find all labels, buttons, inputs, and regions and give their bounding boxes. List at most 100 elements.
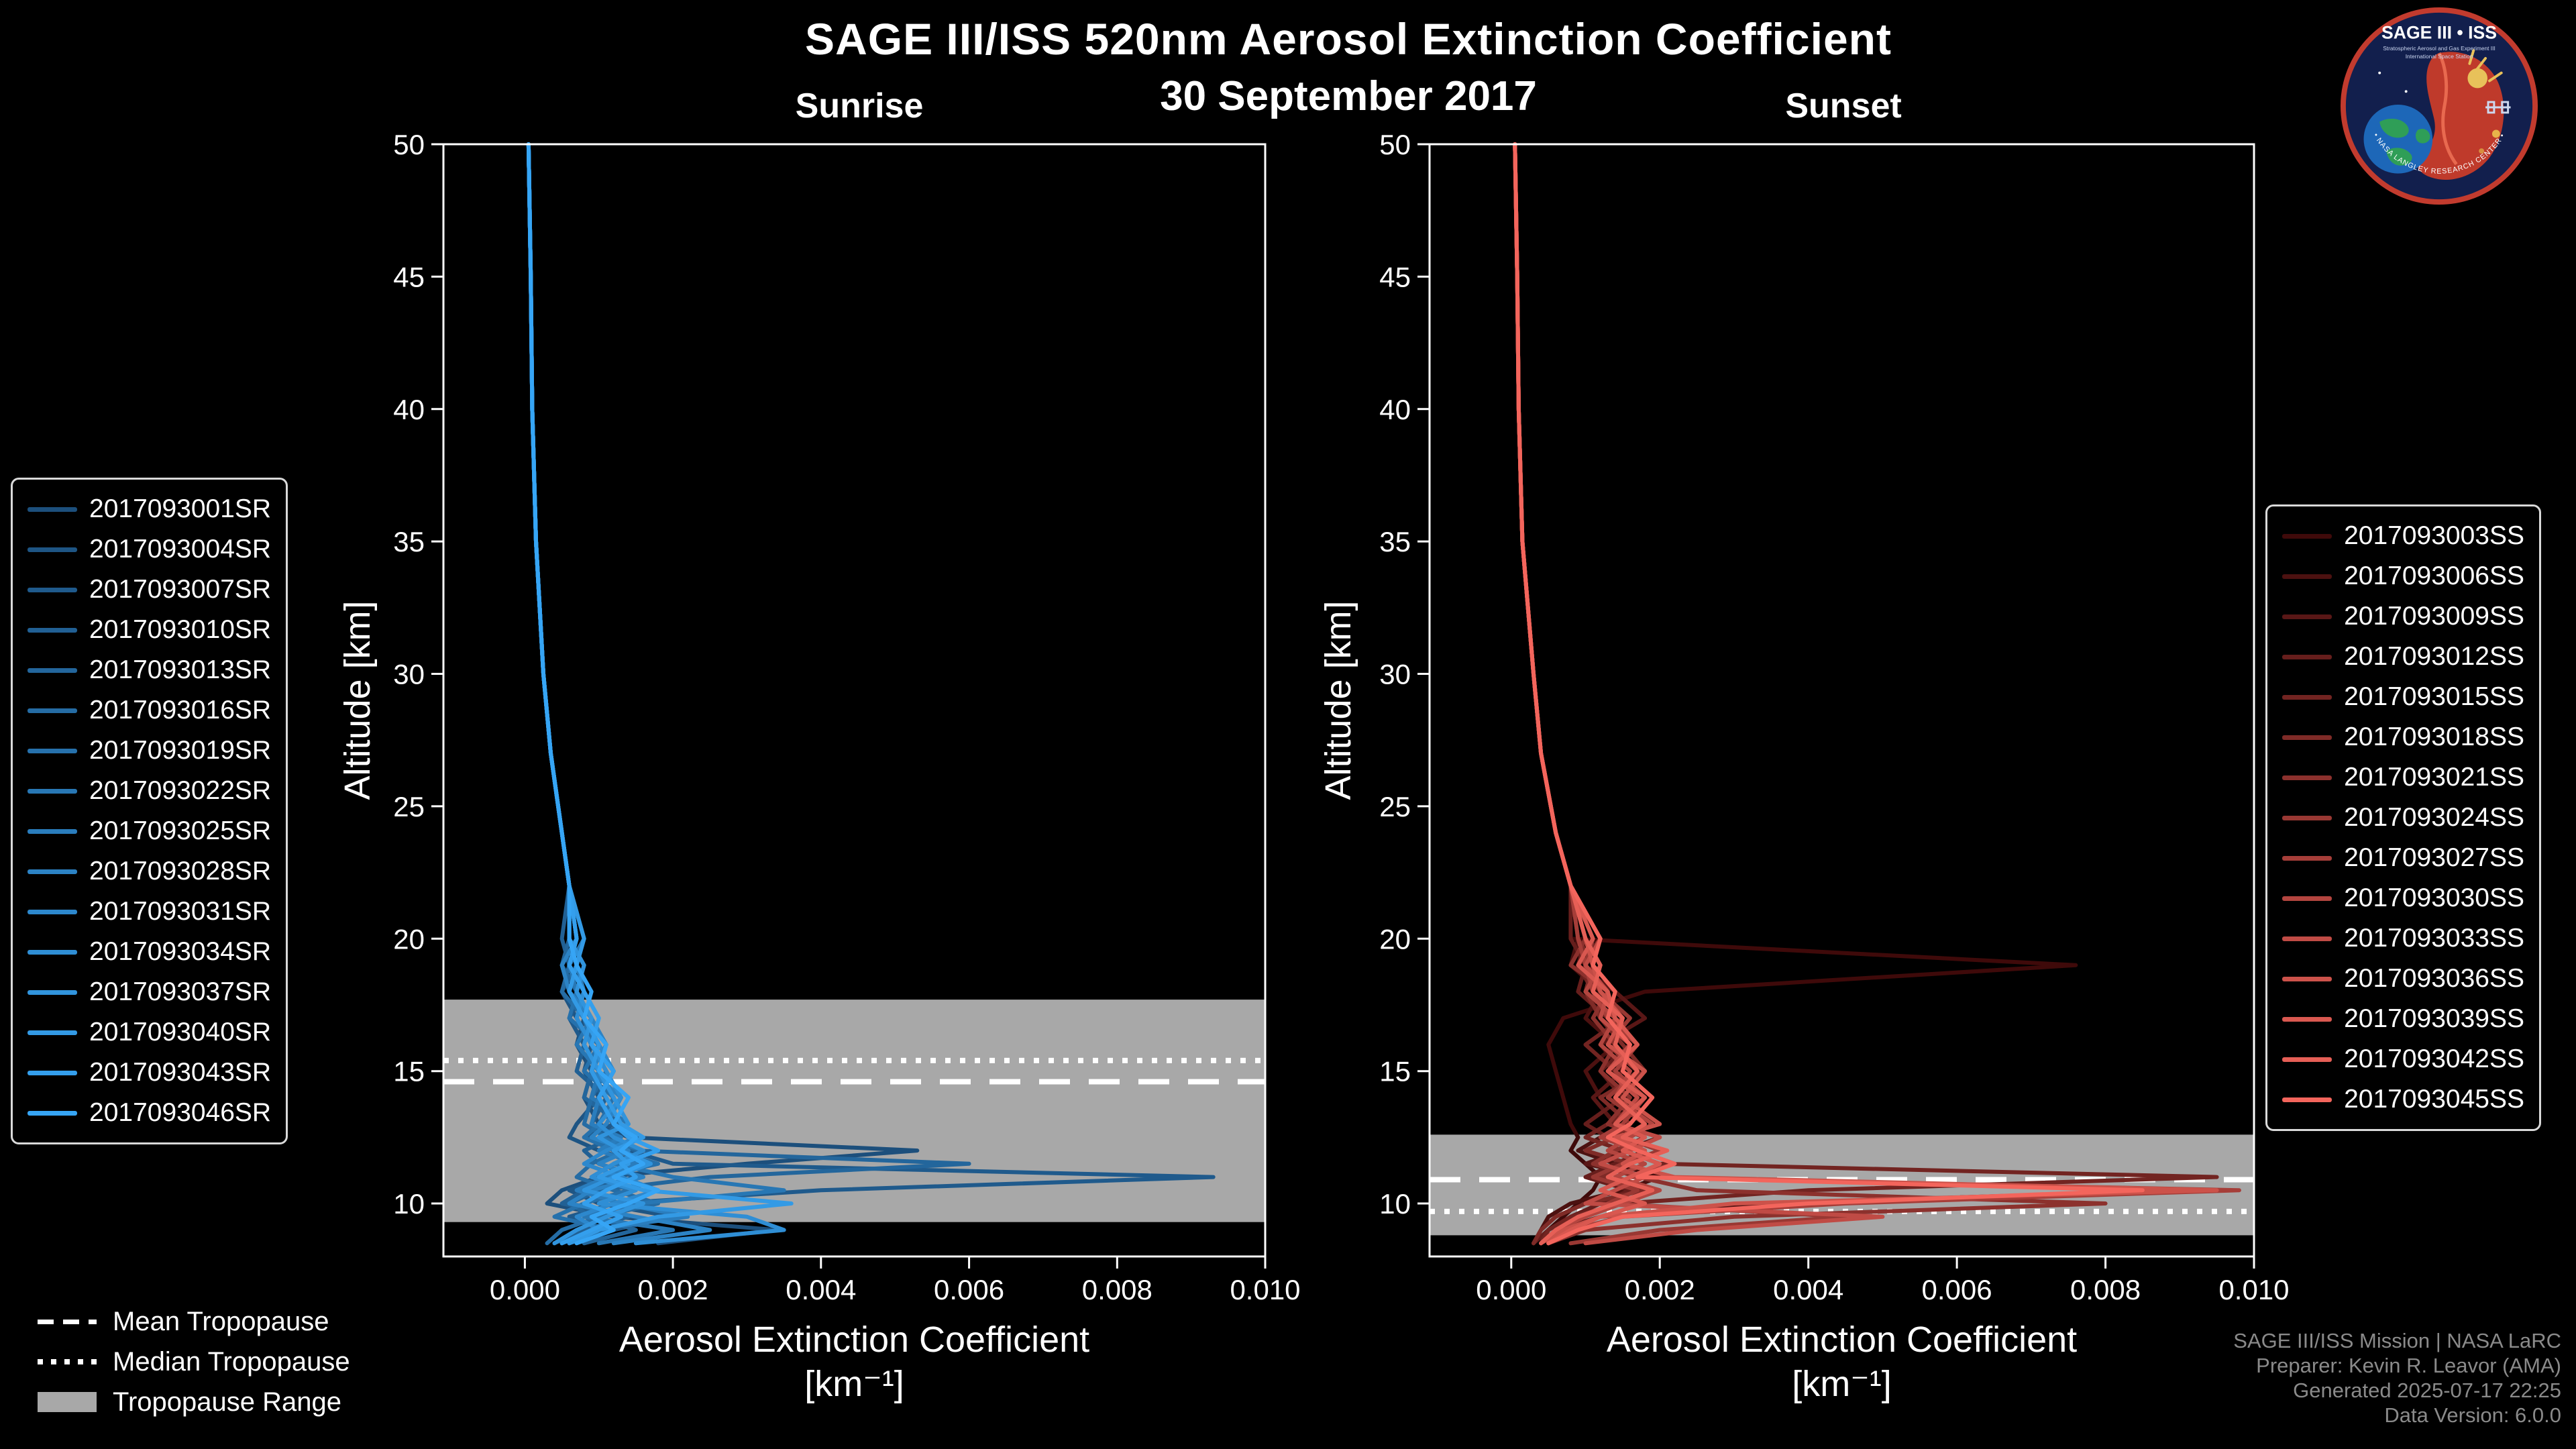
legend-line-swatch [28,989,77,995]
x-tick-label: 0.010 [2218,1274,2289,1305]
legend-line-swatch [2282,614,2332,619]
legend-line-swatch [28,949,77,955]
x-tick-label: 0.010 [1230,1274,1300,1305]
legend-label: 2017093042SS [2344,1044,2524,1073]
legend-label: 2017093036SS [2344,964,2524,993]
sunset-legend: 2017093003SS 2017093006SS 2017093009SS 2017… [2265,504,2541,1131]
figure-date: 30 September 2017 [1160,73,1537,119]
legend-line-swatch [2282,1016,2332,1022]
plot-frame [442,143,1267,1258]
y-tick-label: 35 [1379,526,1411,557]
legend-line-swatch [2282,694,2332,700]
x-tick-label: 0.008 [2070,1274,2141,1305]
x-axis-units-label: [km⁻¹] [804,1364,904,1404]
credit-preparer: Preparer: Kevin R. Leavor (AMA) [2256,1354,2561,1377]
legend-label: 2017093007SR [89,575,272,604]
x-tick-label: 0.008 [1082,1274,1152,1305]
profile-line-2017093045SS [1513,142,2145,1246]
legend-line-swatch [28,788,77,794]
legend-item: 2017093013SR [28,650,271,690]
x-tick-label: 0.000 [490,1274,560,1305]
sunrise-legend: 2017093001SR 2017093004SR 2017093007SR 2017… [11,478,288,1144]
x-tick-label: 0.002 [638,1274,708,1305]
legend-line-swatch [28,828,77,834]
legend-line-swatch [2282,1057,2332,1062]
y-tick-label: 50 [393,129,425,160]
sage-iii-iss-logo: SAGE III • ISS Stratospheric Aerosol and… [2340,7,2538,205]
legend-label: 2017093034SR [89,937,272,966]
y-axis-label: Altitude [km] [1318,600,1358,800]
y-tick-label: 45 [1379,261,1411,292]
logo-earth-continent [2379,118,2409,138]
x-tick-label: 0.004 [786,1274,856,1305]
y-tick-label: 15 [393,1056,425,1087]
legend-item: 2017093040SR [28,1012,271,1053]
logo-subtitle-1: Stratospheric Aerosol and Gas Experiment… [2383,45,2496,52]
y-tick-label: 40 [1379,394,1411,425]
legend-line-swatch [28,708,77,713]
y-tick-label: 30 [1379,659,1411,690]
profile-line-2017093021SS [1513,142,2108,1246]
legend-item: 2017093046SR [28,1093,271,1133]
tropopause-legend: Mean Tropopause Median Tropopause Tropop… [38,1305,350,1418]
profile-line-2017093027SS [1513,142,2241,1246]
legend-item: 2017093043SR [28,1053,271,1093]
legend-line-swatch [2282,976,2332,981]
legend-line-swatch [2282,855,2332,861]
legend-item: 2017093012SS [2282,637,2524,677]
y-tick-label: 50 [1379,129,1411,160]
median-tropopause-label: Median Tropopause [113,1346,350,1377]
legend-line-swatch [28,909,77,914]
legend-label: 2017093019SR [89,736,272,765]
legend-item: 2017093010SR [28,610,271,650]
gray-band-swatch [38,1392,97,1412]
legend-line-swatch [2282,815,2332,820]
legend-label: 2017093028SR [89,857,272,885]
logo-planet [2491,129,2500,138]
x-tick-label: 0.006 [934,1274,1004,1305]
legend-item: 2017093031SR [28,892,271,932]
legend-label: 2017093009SS [2344,602,2524,631]
y-tick-label: 35 [393,526,425,557]
legend-line-swatch [28,869,77,874]
sunset-panel-title: Sunset [1785,87,1902,125]
legend-label: 2017093015SS [2344,682,2524,711]
legend-item: 2017093034SR [28,932,271,972]
legend-label: 2017093037SR [89,977,272,1006]
legend-item: 2017093045SS [2282,1079,2524,1120]
legend-item: 2017093022SR [28,771,271,811]
y-tick-label: 45 [393,261,425,292]
legend-line-swatch [28,667,77,673]
legend-item: 2017093006SS [2282,556,2524,596]
legend-label: 2017093046SR [89,1098,272,1127]
legend-line-swatch [28,506,77,512]
legend-label: 2017093031SR [89,897,272,926]
legend-item: 2017093003SS [2282,516,2524,556]
y-tick-label: 25 [393,791,425,822]
legend-line-swatch [28,1070,77,1075]
median-tropopause-legend-item: Median Tropopause [38,1346,350,1378]
legend-label: 2017093045SS [2344,1085,2524,1114]
legend-item: 2017093009SS [2282,596,2524,637]
tropopause-range-label: Tropopause Range [113,1387,341,1417]
legend-item: 2017093025SR [28,811,271,851]
legend-label: 2017093040SR [89,1018,272,1046]
credit-data-version: Data Version: 6.0.0 [2384,1403,2561,1427]
profile-line-2017093046SR [526,142,660,1246]
legend-label: 2017093024SS [2344,803,2524,832]
x-axis-label: Aerosol Extinction Coefficient [619,1320,1089,1360]
legend-label: 2017093030SS [2344,883,2524,912]
legend-item: 2017093001SR [28,489,271,529]
legend-line-swatch [2282,654,2332,659]
legend-label: 2017093025SR [89,816,272,845]
legend-item: 2017093036SS [2282,959,2524,999]
legend-item: 2017093007SR [28,570,271,610]
profile-line-2017093024SS [1513,142,1847,1246]
legend-label: 2017093003SS [2344,521,2524,550]
legend-line-swatch [2282,896,2332,901]
x-tick-label: 0.004 [1773,1274,1843,1305]
legend-item: 2017093004SR [28,529,271,570]
mean-tropopause-label: Mean Tropopause [113,1306,329,1336]
legend-label: 2017093033SS [2344,924,2524,953]
